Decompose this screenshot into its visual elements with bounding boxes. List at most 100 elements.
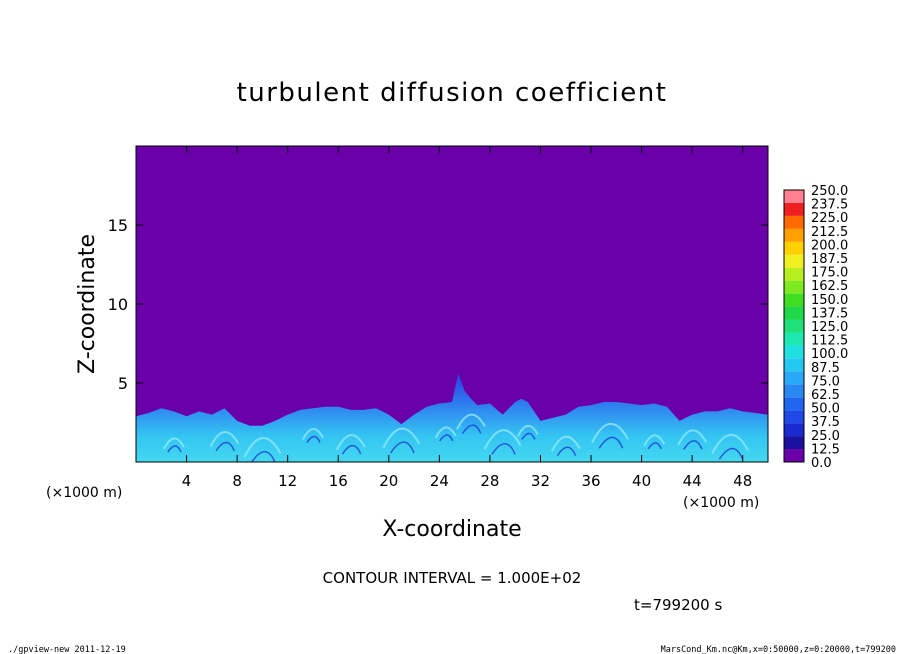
colorbar-swatch — [784, 358, 804, 372]
x-tick-label: 28 — [480, 472, 499, 490]
eddy-core — [250, 450, 276, 462]
eddy-core — [718, 447, 744, 460]
x-tick-label: 8 — [232, 472, 242, 490]
colorbar-label: 62.5 — [811, 388, 840, 403]
eddy-filament — [163, 437, 185, 450]
y-axis-unit: (×1000 m) — [46, 485, 122, 501]
colorbar-swatch — [784, 397, 804, 411]
y-tick-label: 5 — [118, 374, 128, 393]
x-axis: 4 8 12 16 20 24 28 32 36 40 44 48 — [182, 146, 752, 490]
colorbar-label: 50.0 — [811, 402, 840, 417]
x-axis-unit: (×1000 m) — [683, 495, 759, 511]
eddy-core — [521, 432, 536, 440]
colorbar-label: 250.0 — [811, 184, 848, 199]
x-tick-label: 24 — [430, 472, 449, 490]
colorbar-label: 175.0 — [811, 266, 848, 281]
eddy-filament — [382, 427, 421, 448]
eddy-core — [491, 442, 516, 455]
x-tick-label: 40 — [632, 472, 651, 490]
x-tick-label: 44 — [683, 472, 702, 490]
colorbar-swatch — [784, 241, 804, 255]
time-label: t=799200 s — [634, 596, 722, 614]
colorbar-swatch — [784, 332, 804, 346]
x-tick-label: 4 — [182, 472, 192, 490]
eddy-filament — [302, 428, 324, 441]
x-axis-label: X-coordinate — [382, 517, 521, 542]
colorbar-swatch — [784, 371, 804, 385]
colorbar-swatch — [784, 267, 804, 281]
colorbar: 0.012.525.037.550.062.575.087.5100.0112.… — [783, 184, 848, 471]
x-tick-label: 12 — [278, 472, 297, 490]
footer-right: MarsCond_Km.nc@Km,x=0:50000,z=0:20000,t=… — [661, 645, 896, 654]
eddy-filament — [209, 431, 240, 448]
y-axis: 5 10 15 — [108, 216, 768, 393]
chart-title: turbulent diffusion coefficient — [237, 78, 668, 108]
plot-area — [136, 146, 768, 462]
colorbar-label: 0.0 — [811, 456, 832, 471]
colorbar-swatch — [784, 423, 804, 437]
eddy-filament — [591, 422, 629, 444]
colorbar-label: 75.0 — [811, 374, 840, 389]
colorbar-label: 212.5 — [811, 225, 848, 240]
colorbar-swatch — [784, 345, 804, 359]
colorbar-label: 187.5 — [811, 252, 848, 267]
eddy-filament — [434, 426, 457, 439]
colorbar-label: 37.5 — [811, 415, 840, 430]
colorbar-label: 237.5 — [811, 198, 848, 213]
colorbar-swatch — [784, 280, 804, 294]
x-tick-label: 32 — [531, 472, 550, 490]
eddy-filament — [550, 435, 581, 452]
colorbar-swatch — [784, 436, 804, 450]
colorbar-label: 225.0 — [811, 211, 848, 226]
eddy-filament — [483, 429, 522, 450]
colorbar-swatch — [784, 293, 804, 307]
x-tick-label: 16 — [329, 472, 348, 490]
eddy-core — [683, 440, 703, 450]
colorbar-swatch — [784, 410, 804, 424]
colorbar-label: 200.0 — [811, 238, 848, 253]
eddy-filament — [516, 424, 539, 437]
colorbar-label: 137.5 — [811, 306, 848, 321]
colorbar-swatch — [784, 449, 804, 462]
x-tick-label: 48 — [733, 472, 752, 490]
eddy-filament — [711, 433, 749, 455]
eddy-filament — [643, 434, 666, 447]
colorbar-swatch — [784, 384, 804, 398]
turbulent-layer — [136, 373, 768, 462]
colorbar-label: 125.0 — [811, 320, 848, 335]
colorbar-swatch — [784, 215, 804, 229]
y-tick-label: 10 — [108, 295, 128, 314]
colorbar-label: 87.5 — [811, 361, 840, 376]
eddy-core — [390, 441, 415, 454]
contour-interval: CONTOUR INTERVAL = 1.000E+02 — [323, 569, 582, 587]
eddy-core — [341, 444, 362, 455]
colorbar-label: 12.5 — [811, 442, 840, 457]
colorbar-swatch — [784, 228, 804, 242]
eddy-filament — [456, 413, 486, 430]
eddy-core — [306, 435, 321, 443]
eddy-core — [215, 441, 235, 452]
turbulent-eddies — [163, 413, 749, 462]
y-axis-label: Z-coordinate — [75, 234, 100, 374]
eddy-core — [167, 445, 182, 453]
colorbar-swatch — [784, 202, 804, 216]
x-tick-label: 20 — [379, 472, 398, 490]
eddy-filament — [677, 429, 708, 446]
colorbar-label: 112.5 — [811, 334, 848, 349]
eddy-core — [647, 442, 662, 450]
footer-left: ./gpview-new 2011-12-19 — [8, 645, 126, 654]
eddy-core — [556, 446, 577, 457]
x-tick-label: 36 — [581, 472, 600, 490]
colorbar-label: 150.0 — [811, 293, 848, 308]
colorbar-frame — [783, 189, 805, 463]
colorbar-label: 25.0 — [811, 429, 840, 444]
colorbar-swatch — [784, 306, 804, 320]
colorbar-swatch — [784, 190, 804, 203]
eddy-core — [461, 424, 482, 434]
colorbar-swatch — [784, 319, 804, 333]
colorbar-swatch — [784, 254, 804, 268]
eddy-core — [598, 436, 624, 449]
colorbar-label: 100.0 — [811, 347, 848, 362]
y-tick-label: 15 — [108, 216, 128, 235]
